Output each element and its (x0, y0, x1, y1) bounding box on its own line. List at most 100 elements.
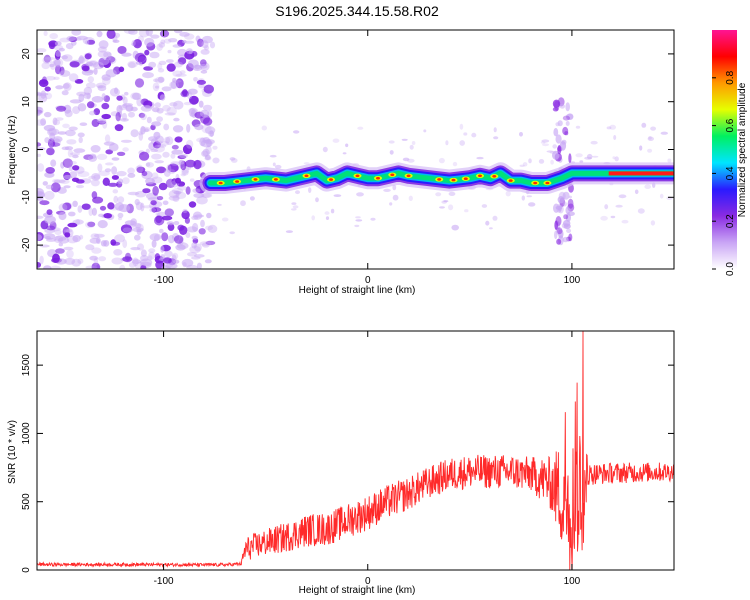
noise-speckle (54, 229, 62, 236)
faint-speckle (402, 157, 410, 162)
faint-speckle (356, 192, 364, 197)
noise-speckle (205, 145, 212, 155)
noise-speckle (48, 40, 58, 47)
noise-speckle (150, 34, 160, 39)
burst-speckle (557, 97, 565, 107)
noise-speckle (117, 178, 124, 185)
noise-speckle (200, 49, 210, 55)
noise-speckle (187, 252, 197, 257)
faint-speckle (357, 126, 364, 130)
ridge-hotspot-core (390, 173, 395, 177)
faint-speckle (528, 202, 536, 207)
noise-speckle (81, 203, 91, 210)
noise-speckle (122, 96, 128, 105)
noise-speckle (48, 140, 54, 149)
colorbar-label: Normalized spectral amplitude (737, 82, 748, 217)
noise-speckle (63, 229, 73, 233)
y-tick-label: 10 (21, 96, 32, 108)
noise-speckle (54, 41, 62, 46)
noise-speckle (98, 256, 107, 262)
faint-speckle (401, 138, 408, 141)
x-tick-label: 100 (564, 275, 581, 286)
noise-speckle (140, 202, 145, 212)
noise-speckle (49, 63, 55, 68)
noise-speckle (185, 186, 191, 195)
faint-speckle (650, 220, 656, 226)
noise-speckle (169, 81, 179, 89)
noise-speckle (83, 92, 91, 99)
burst-speckle (563, 223, 571, 230)
burst-speckle (554, 230, 558, 240)
noise-speckle (67, 149, 73, 158)
noise-speckle (109, 143, 119, 152)
noise-speckle (57, 131, 67, 135)
noise-speckle (84, 53, 92, 60)
noise-speckle (72, 165, 80, 171)
noise-speckle (134, 52, 146, 63)
noise-speckle (179, 153, 188, 159)
noise-speckle (96, 237, 101, 244)
noise-speckle (145, 162, 154, 168)
noise-speckle (62, 158, 73, 168)
noise-speckle (45, 236, 51, 240)
noise-speckle (38, 94, 48, 103)
noise-speckle (147, 197, 160, 202)
noise-speckle (125, 105, 134, 112)
noise-speckle (200, 70, 208, 74)
noise-speckle (185, 139, 194, 149)
noise-speckle (174, 136, 183, 143)
burst-speckle (565, 102, 570, 112)
noise-speckle (201, 40, 209, 49)
noise-speckle (77, 103, 87, 112)
noise-speckle (118, 204, 131, 213)
burst-speckle (566, 228, 572, 233)
noise-speckle (189, 245, 201, 254)
noise-speckle (116, 105, 123, 114)
noise-speckle (125, 252, 131, 261)
noise-speckle (114, 234, 125, 243)
noise-speckle (54, 235, 67, 242)
noise-speckle (93, 61, 104, 70)
noise-speckle (91, 96, 104, 103)
faint-speckle (445, 140, 449, 146)
noise-speckle (77, 205, 83, 213)
noise-speckle (181, 258, 194, 267)
noise-speckle (67, 222, 78, 228)
noise-speckle (132, 257, 139, 267)
noise-speckle (150, 200, 157, 206)
noise-speckle (171, 149, 184, 155)
noise-speckle (163, 123, 170, 131)
faint-speckle (240, 200, 246, 207)
noise-speckle (148, 61, 157, 68)
noise-speckle (196, 196, 208, 205)
noise-speckle (122, 147, 129, 152)
noise-speckle (142, 188, 151, 194)
noise-speckle (118, 104, 128, 111)
noise-speckle (200, 109, 210, 118)
noise-speckle (111, 166, 118, 175)
noise-speckle (54, 44, 64, 51)
noise-speckle (37, 262, 42, 268)
noise-speckle (179, 70, 186, 75)
ridge-hotspot-core (406, 174, 411, 178)
noise-speckle (86, 92, 91, 100)
noise-speckle (153, 78, 159, 83)
noise-speckle (158, 60, 167, 66)
noise-speckle (62, 83, 70, 89)
faint-speckle (542, 143, 549, 147)
noise-speckle (77, 258, 84, 264)
faint-speckle (590, 140, 598, 145)
faint-speckle (354, 224, 360, 228)
faint-speckle (667, 158, 672, 163)
spectrogram-content (37, 30, 674, 269)
noise-speckle (49, 132, 56, 141)
noise-speckle (138, 132, 144, 141)
noise-speckle (37, 153, 41, 157)
noise-speckle (181, 166, 190, 174)
noise-speckle (86, 39, 96, 45)
faint-speckle (481, 204, 488, 208)
noise-speckle (172, 44, 182, 48)
noise-speckle (182, 89, 188, 97)
noise-speckle (179, 225, 188, 235)
noise-speckle (158, 42, 166, 48)
